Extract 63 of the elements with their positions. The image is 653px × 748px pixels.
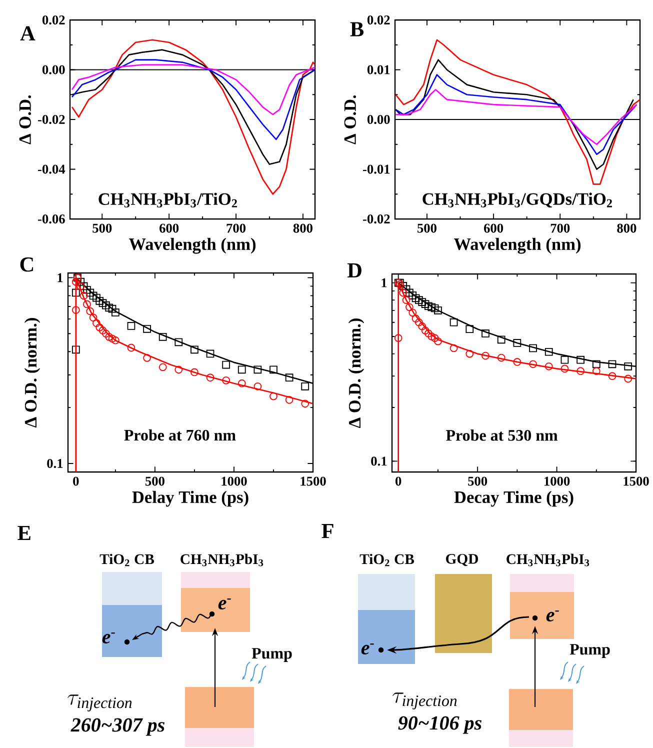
text: 260~307 ps: [70, 718, 164, 736]
x-tick-label: 500: [468, 476, 488, 486]
x-tick-label: 800: [293, 224, 312, 233]
x-tick-label: 700: [226, 224, 246, 233]
x-tick-label: 500: [92, 224, 112, 233]
chart-title: C: [20, 257, 34, 272]
y-tick-label: 0.02: [42, 15, 65, 25]
y-tick-label: -0.02: [363, 214, 390, 224]
chart-title: B: [350, 22, 364, 36]
text: GQD: [446, 554, 478, 566]
y-axis-title: Δ O.D. (norm.): [348, 318, 364, 428]
y-tick-label: 0.02: [367, 15, 390, 25]
y-tick-label: 0.01: [367, 65, 390, 74]
y-axis-title: Δ O.D.: [19, 95, 32, 144]
x-tick-label: 700: [550, 224, 570, 233]
text: e$^{-}$: [546, 610, 559, 622]
text: $\tau_{\mathit{injection}}$: [392, 692, 457, 710]
x-tick-label: 500: [145, 476, 164, 486]
text: CH$_{3}$NH$_{3}$PbI$_{3}$: [180, 554, 264, 566]
x-tick-label: 800: [617, 224, 636, 233]
text: Pump: [252, 648, 292, 662]
y-tick-label: 0.00: [42, 65, 65, 74]
x-axis-title: Wavelength (nm): [454, 238, 581, 254]
y-tick-label: -0.06: [38, 214, 65, 224]
text: F: [322, 524, 334, 538]
text: e$^{-}$: [361, 643, 374, 655]
text: Pump: [570, 644, 610, 658]
annotation: Probe at 760 nm: [124, 429, 236, 441]
x-tick-label: 1000: [222, 476, 247, 486]
x-axis-title: Wavelength (nm): [128, 238, 256, 254]
text: CH$_{3}$NH$_{3}$PbI$_{3}$: [506, 554, 590, 566]
x-tick-label: 1500: [624, 476, 649, 486]
y-tick-label: 0.1: [371, 456, 387, 466]
x-tick-label: 0: [73, 476, 79, 486]
y-axis-title: Δ O.D. (norm.): [24, 318, 40, 428]
annotation: CH$_{3}$NH$_{3}$PbI$_{3}$/GQDs/TiO$_{2}$: [422, 192, 612, 208]
x-tick-label: 1500: [300, 476, 326, 486]
x-tick-label: 1000: [544, 476, 570, 486]
y-tick-label: 0.1: [47, 458, 63, 468]
x-axis-title: Delay Time (ps): [132, 490, 248, 507]
x-tick-label: 600: [160, 224, 179, 233]
x-tick-label: 600: [484, 224, 504, 233]
text: e$^{-}$: [218, 598, 231, 610]
y-tick-label: 1: [382, 278, 387, 288]
chart-title: A: [20, 26, 36, 40]
text: TiO$_{2}$ CB: [360, 554, 414, 566]
y-tick-label: -0.04: [38, 164, 66, 174]
y-tick-label: 1: [58, 273, 63, 282]
text: e$^{-}$: [102, 632, 115, 644]
annotation: CH$_{3}$NH$_{3}$PbI$_{3}$/TiO$_{2}$: [98, 192, 237, 208]
y-tick-label: -0.01: [363, 164, 390, 174]
y-tick-label: -0.02: [38, 114, 65, 124]
y-tick-label: 0.00: [367, 114, 390, 124]
chart-title: D: [347, 263, 362, 278]
text: 90~106 ps: [398, 716, 482, 734]
text: TiO$_{2}$ CB: [100, 554, 154, 566]
text: $\tau_{\mathit{injection}}$: [68, 694, 132, 712]
annotation: Probe at 530 nm: [446, 430, 558, 441]
y-axis-title: Δ O.D.: [344, 95, 356, 144]
x-tick-label: 0: [396, 476, 402, 486]
x-tick-label: 500: [418, 224, 436, 233]
text: E: [18, 526, 30, 540]
x-axis-title: Decay Time (ps): [454, 490, 574, 507]
